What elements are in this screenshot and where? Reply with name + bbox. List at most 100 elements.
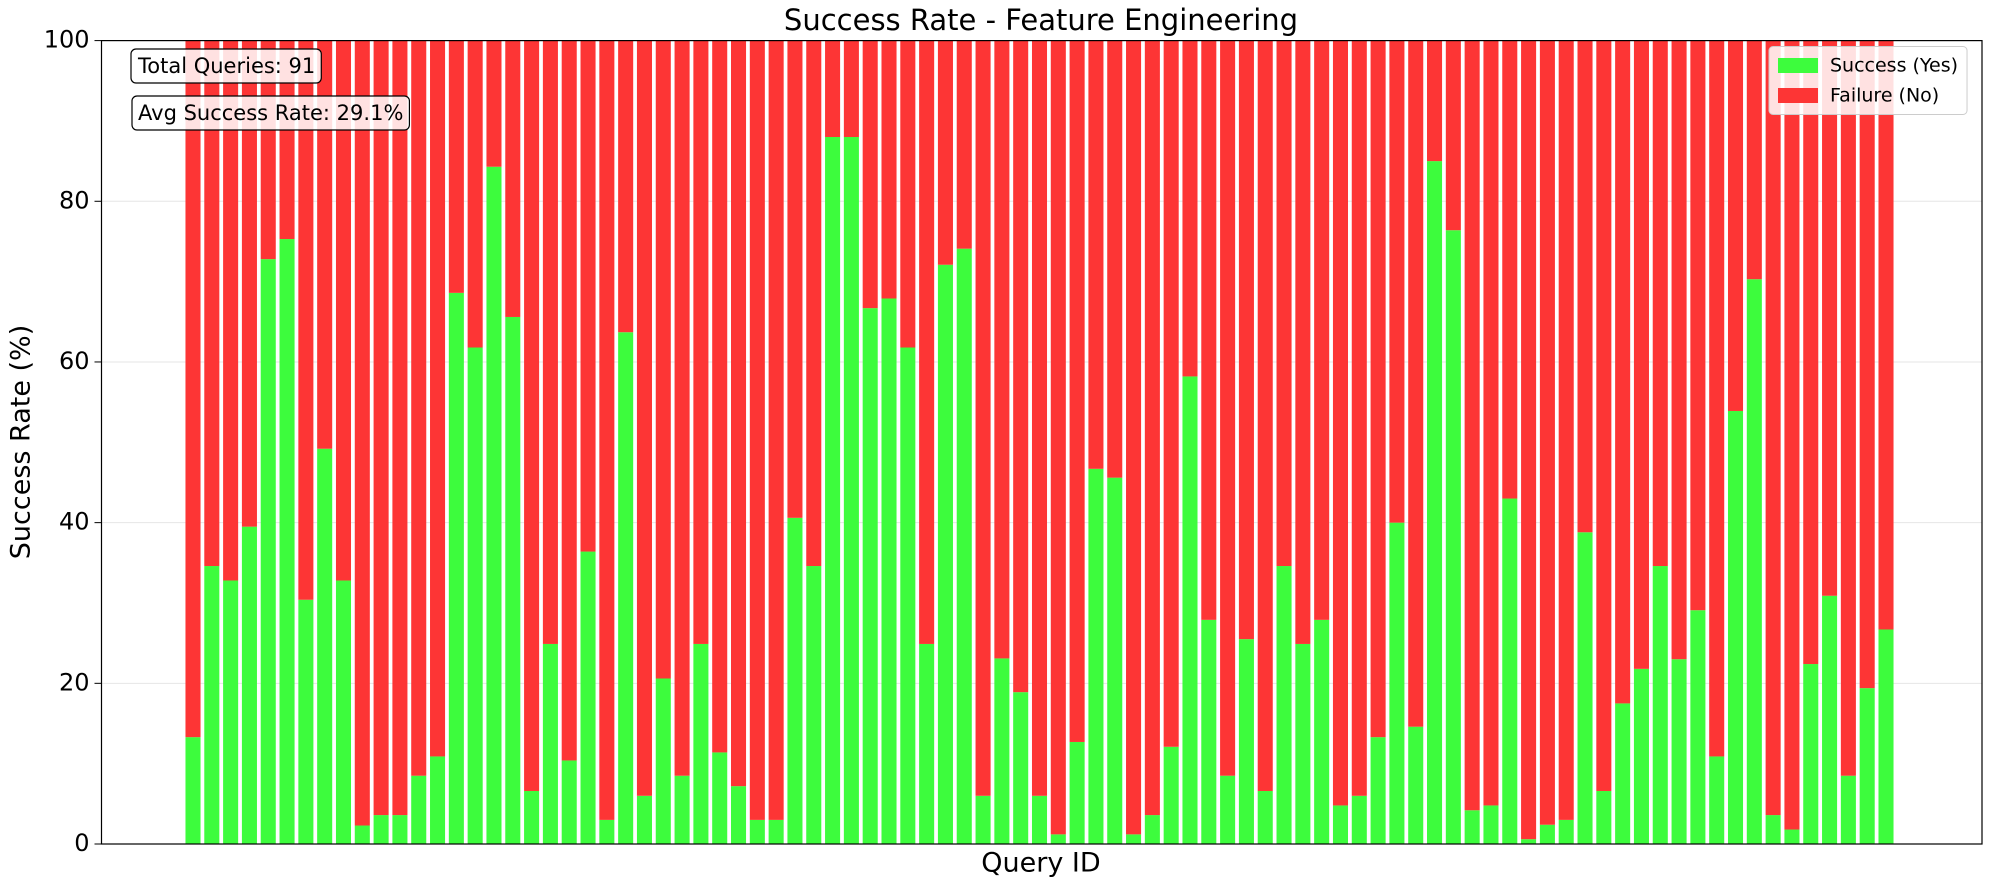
bar-segment <box>599 40 615 820</box>
bar-segment <box>1577 40 1593 533</box>
bar-segment <box>1746 279 1762 844</box>
bar-segment <box>674 40 690 776</box>
y-tick-label: 20 <box>59 668 90 696</box>
bar-segment <box>1257 790 1273 844</box>
bar-segment <box>1652 40 1668 567</box>
bar-segment <box>1295 643 1311 844</box>
legend-box <box>1768 46 1968 115</box>
bar-segment <box>1709 756 1725 844</box>
bar-segment <box>730 40 747 787</box>
bar-segment <box>1539 824 1555 844</box>
bar-segment <box>1840 775 1856 844</box>
bar-segment <box>712 752 728 844</box>
bar-segment <box>505 316 521 844</box>
bar-segment <box>1238 40 1254 640</box>
bar-segment <box>1615 40 1631 704</box>
bar-segment <box>806 566 822 844</box>
bar-segment <box>655 40 671 679</box>
legend-label: Failure (No) <box>1830 85 1939 107</box>
bar-segment <box>1295 40 1311 644</box>
bar-segment <box>241 40 257 527</box>
bar-segment <box>975 795 991 844</box>
bar-segment <box>1690 40 1706 611</box>
bar-segment <box>1878 629 1894 844</box>
bar-segment <box>260 40 276 260</box>
bar-segment <box>956 248 972 844</box>
bar-segment <box>486 166 502 845</box>
bar-segment <box>1859 688 1875 844</box>
bar-segment <box>430 756 446 844</box>
bar-segment <box>1013 692 1029 844</box>
bar-segment <box>1539 40 1555 825</box>
bar-segment <box>937 264 953 844</box>
bar-segment <box>1031 795 1048 844</box>
bar-segment <box>1370 40 1386 738</box>
bar-segment <box>1502 40 1518 499</box>
bar-segment <box>561 40 577 761</box>
bar-segment <box>825 137 841 844</box>
bar-segment <box>1671 40 1687 660</box>
bar-segment <box>1483 40 1499 806</box>
bar-segment <box>373 815 389 844</box>
bar-segment <box>1445 40 1461 231</box>
bar-segment <box>749 819 765 844</box>
bar-segment <box>1596 40 1612 791</box>
annotation-text: Total Queries: 91 <box>137 54 315 78</box>
bar-segment <box>1822 595 1838 844</box>
bar-segment <box>749 40 765 820</box>
bar-segment <box>335 40 352 581</box>
bar-segment <box>881 40 897 299</box>
bar-segment <box>1220 40 1236 776</box>
bar-segment <box>317 40 333 449</box>
bar-segment <box>693 643 709 844</box>
bar-segment <box>655 678 671 844</box>
bar-segment <box>1746 40 1762 280</box>
bar-segment <box>1690 610 1706 844</box>
bar-segment <box>279 40 295 240</box>
bar-segment <box>693 40 709 644</box>
bar-segment <box>618 332 634 844</box>
bar-segment <box>1671 659 1687 844</box>
bar-segment <box>1803 664 1819 844</box>
bar-segment <box>1558 40 1574 820</box>
bar-segment <box>1596 790 1612 844</box>
bar-segment <box>1483 805 1499 844</box>
bar-segment <box>787 517 803 844</box>
bar-segment <box>335 580 352 844</box>
bar-segment <box>1201 619 1217 844</box>
bar-segment <box>1822 40 1838 596</box>
bar-segment <box>1107 477 1123 844</box>
bar-segment <box>1332 805 1349 844</box>
bar-segment <box>298 40 314 600</box>
bar-segment <box>1840 40 1856 776</box>
bar-segment <box>900 347 916 844</box>
legend-label: Success (Yes) <box>1830 55 1958 77</box>
bar-segment <box>392 815 408 844</box>
bar-segment <box>1615 703 1631 844</box>
bar-segment <box>787 40 803 518</box>
bar-segment <box>430 40 446 757</box>
bar-segment <box>1276 566 1292 844</box>
bar-segment <box>1521 839 1537 844</box>
bar-segment <box>1633 668 1649 844</box>
bar-segment <box>448 292 464 844</box>
bar-segment <box>1031 40 1048 796</box>
bar-segment <box>1502 498 1518 844</box>
bar-segment <box>524 790 540 844</box>
bar-segment <box>1709 40 1725 757</box>
y-tick-label: 40 <box>59 508 90 536</box>
bar-segment <box>862 308 878 844</box>
y-tick-label: 0 <box>74 829 89 857</box>
bar-segment <box>411 775 427 844</box>
bar-segment <box>1163 40 1179 747</box>
bar-segment <box>542 40 558 644</box>
bar-segment <box>467 347 483 844</box>
bar-segment <box>919 643 935 844</box>
y-tick-label: 60 <box>59 347 90 375</box>
annotation: Total Queries: 91 <box>130 48 322 84</box>
bar-segment <box>1144 40 1160 816</box>
bar-segment <box>279 239 295 844</box>
bar-segment <box>1445 230 1461 844</box>
plot-frame <box>100 39 1983 845</box>
